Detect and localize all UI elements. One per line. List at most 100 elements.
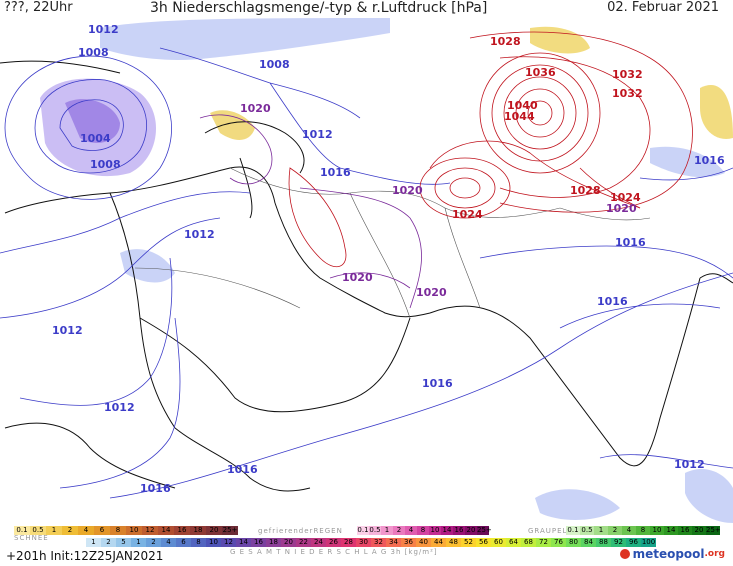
pressure-label: 1016 xyxy=(422,377,453,390)
legend-swatch: 60 xyxy=(491,538,506,547)
legend-swatch: 4 xyxy=(78,526,94,535)
legend-swatch: 4 xyxy=(622,526,636,535)
pressure-label: 1028 xyxy=(490,35,521,48)
forecast-time-label: ???, 22Uhr xyxy=(4,0,73,15)
legend-swatch: 18 xyxy=(266,538,281,547)
legend-swatch: 22 xyxy=(296,538,311,547)
legend-swatch: 2 xyxy=(62,526,78,535)
legend-swatch: 10 xyxy=(650,526,664,535)
legend-swatch: 80 xyxy=(566,538,581,547)
pressure-label: 1028 xyxy=(570,184,601,197)
legend-swatch: 100 xyxy=(641,538,656,547)
legend-swatch: 84 xyxy=(581,538,596,547)
weather-map: 1012 1008 1008 1004 1008 1020 1012 1016 … xyxy=(0,18,733,523)
precip-area-mediterranean-core xyxy=(65,99,120,143)
isobars-mid xyxy=(199,114,422,309)
pressure-label: 1008 xyxy=(259,58,290,71)
legend-swatch: 1 xyxy=(594,526,608,535)
legend-swatch: 2 xyxy=(393,526,405,535)
precip-area-central-asia xyxy=(530,26,590,54)
legend-swatch: 8 xyxy=(417,526,429,535)
freezing-rain-legend-title: gefrierenderREGEN xyxy=(258,527,343,535)
legend-swatch: 12 xyxy=(221,538,236,547)
legend-swatch: 20 xyxy=(206,526,222,535)
pressure-label: 1020 xyxy=(240,102,271,115)
precipitation-areas xyxy=(40,18,733,523)
pressure-label: 1016 xyxy=(140,482,171,495)
pressure-label: 1024 xyxy=(452,208,483,221)
legend-swatch: 0.1 xyxy=(14,526,30,535)
legend-swatch: 1 xyxy=(381,526,393,535)
legend-swatch: 1 xyxy=(46,526,62,535)
legend-swatch: 0.5 xyxy=(30,526,46,535)
legend-swatch: 25+ xyxy=(477,526,492,535)
legend-swatch: 28 xyxy=(341,538,356,547)
legend-swatch: 25+ xyxy=(222,526,238,535)
pressure-label: 1004 xyxy=(80,132,111,145)
meteopool-logo[interactable]: meteopool .org xyxy=(619,547,725,561)
legend-swatch: 30 xyxy=(356,538,371,547)
pressure-label: 1036 xyxy=(525,66,556,79)
legend-swatch: 48 xyxy=(446,538,461,547)
pressure-label: 1016 xyxy=(694,154,725,167)
legend-swatch: 8 xyxy=(191,538,206,547)
legend-swatch: 56 xyxy=(476,538,491,547)
pressure-label: 1016 xyxy=(320,166,351,179)
pressure-label: 1016 xyxy=(227,463,258,476)
logo-dot-icon xyxy=(619,549,630,559)
total-precip-legend-title: G E S A M T N I E D E R S C H L A G 3h [… xyxy=(230,548,438,556)
legend-swatch: 14 xyxy=(236,538,251,547)
legend-swatch: 18 xyxy=(190,526,206,535)
logo-suffix: .org xyxy=(704,549,725,559)
legend-swatch: 20 xyxy=(692,526,706,535)
legend-swatch: 16 xyxy=(453,526,465,535)
legend-swatch: 32 xyxy=(371,538,386,547)
isobars-low xyxy=(0,47,733,499)
legend-swatch: 64 xyxy=(506,538,521,547)
legend-swatch: 2 xyxy=(146,538,161,547)
legend-swatch: 0.5 xyxy=(580,526,594,535)
snow-legend-title: SCHNEE xyxy=(14,534,49,542)
legend-swatch: 1 xyxy=(86,538,101,547)
total-precip-scale: 1 2 5 1 2 4 6 8 10 12 14 16 18 20 22 24 26 28 30 32 34 36 40 44… xyxy=(86,538,656,547)
pressure-label: 1012 xyxy=(674,458,705,471)
pressure-label: 1008 xyxy=(78,46,109,59)
legend-swatch: 68 xyxy=(521,538,536,547)
isobars-high xyxy=(288,31,693,268)
legend-swatch: 6 xyxy=(94,526,110,535)
graupel-scale: 0.1 0.5 1 2 4 8 10 14 16 20 25+ xyxy=(566,526,721,535)
legend-swatch: 16 xyxy=(251,538,266,547)
legend-swatch: 14 xyxy=(441,526,453,535)
precipitation-legend: SCHNEE 0.1 0.5 1 2 4 6 8 10 12 14 16 18 20 25+ gefrie… xyxy=(0,526,733,566)
pressure-label: 1012 xyxy=(88,23,119,36)
pressure-label: 1044 xyxy=(504,110,535,123)
legend-swatch: 52 xyxy=(461,538,476,547)
legend-swatch: 14 xyxy=(664,526,678,535)
pressure-label: 1012 xyxy=(104,401,135,414)
pressure-label: 1020 xyxy=(606,202,637,215)
pressure-label: 1012 xyxy=(52,324,83,337)
legend-swatch: 44 xyxy=(431,538,446,547)
pressure-label: 1008 xyxy=(90,158,121,171)
legend-swatch: 88 xyxy=(596,538,611,547)
pressure-label: 1016 xyxy=(615,236,646,249)
legend-swatch: 0.5 xyxy=(369,526,381,535)
legend-swatch: 10 xyxy=(206,538,221,547)
legend-swatch: 20 xyxy=(465,526,477,535)
legend-swatch: 10 xyxy=(126,526,142,535)
pressure-label: 1016 xyxy=(597,295,628,308)
legend-swatch: 2 xyxy=(608,526,622,535)
legend-swatch: 6 xyxy=(176,538,191,547)
legend-swatch: 40 xyxy=(416,538,431,547)
forecast-date: 02. Februar 2021 xyxy=(607,0,719,15)
precip-area-indian-ocean xyxy=(535,489,620,520)
legend-swatch: 2 xyxy=(101,538,116,547)
legend-swatch: 10 xyxy=(429,526,441,535)
pressure-label: 1032 xyxy=(612,87,643,100)
legend-swatch: 14 xyxy=(158,526,174,535)
legend-swatch: 25+ xyxy=(706,526,721,535)
legend-swatch: 8 xyxy=(110,526,126,535)
precip-area-red-sea xyxy=(120,249,175,283)
pressure-labels: 1012 1008 1008 1004 1008 1020 1012 1016 … xyxy=(52,23,725,495)
precip-area-balkans xyxy=(100,18,390,60)
